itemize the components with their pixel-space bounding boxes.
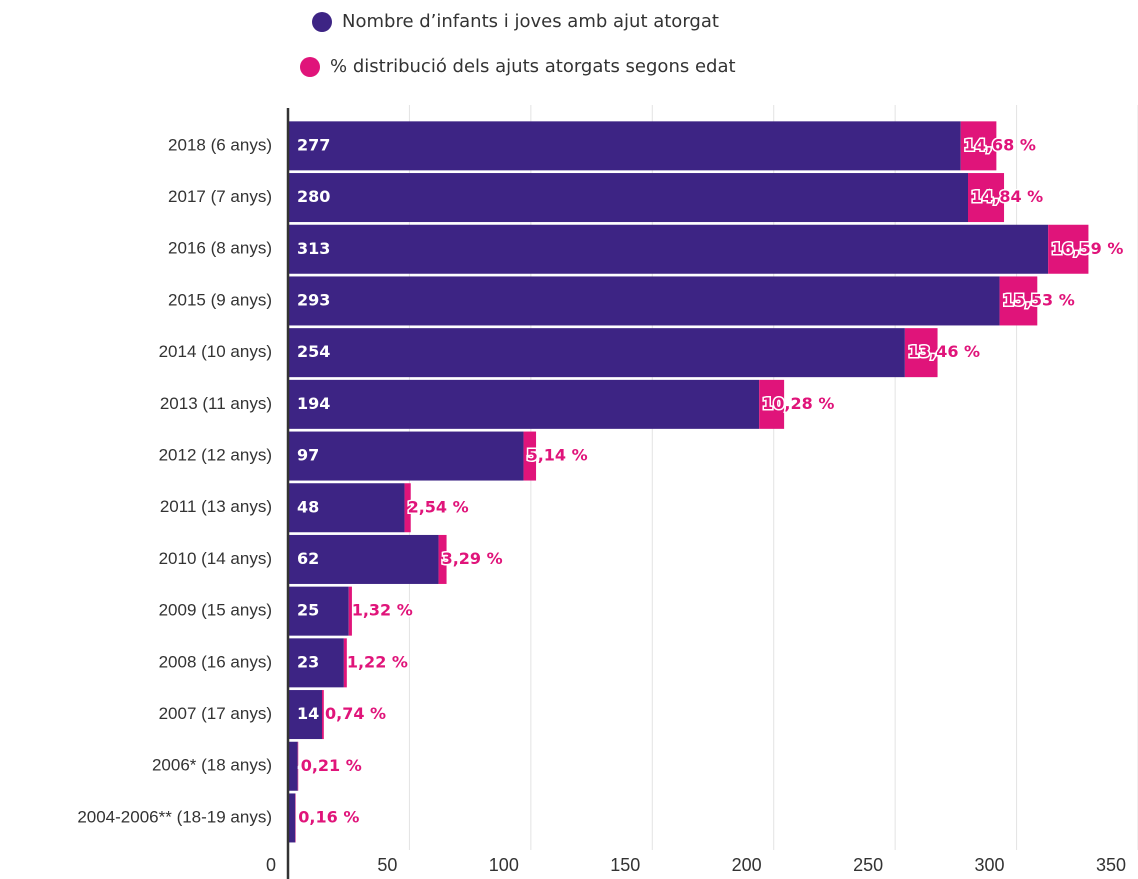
y-tick-label: 2009 (15 anys) [159, 601, 272, 620]
legend: Nombre d’infants i joves amb ajut atorga… [300, 11, 736, 77]
bar-segment [968, 173, 1005, 223]
y-tick-label: 2012 (12 anys) [159, 446, 272, 465]
x-tick-label: 0 [266, 855, 276, 875]
bar-segment [404, 483, 411, 533]
legend-swatch [300, 57, 320, 77]
data-label: 3 [297, 807, 308, 826]
bar-segment [288, 276, 1000, 326]
data-label: 5,14 % [527, 446, 588, 465]
bar-segment [288, 173, 968, 223]
x-tick-label: 50 [377, 855, 397, 875]
data-label: 1,22 % [347, 652, 408, 671]
bar-segment [348, 586, 352, 636]
bar-segment [288, 224, 1049, 274]
data-label: 0,74 % [325, 704, 386, 723]
bar-segment [999, 276, 1038, 326]
bar-segment [523, 431, 537, 481]
data-label: 280 [297, 187, 330, 206]
data-label: 313 [297, 239, 330, 258]
data-label: 48 [297, 497, 319, 516]
bar-segment [904, 328, 938, 378]
data-label: 0,16 % [298, 807, 359, 826]
data-label: 254 [297, 342, 330, 361]
y-tick-label: 2018 (6 anys) [168, 135, 272, 154]
bar-segment [759, 379, 785, 429]
bar-segment [288, 638, 344, 688]
x-tick-label: 100 [489, 855, 519, 875]
y-tick-label: 2008 (16 anys) [159, 652, 272, 671]
y-tick-label: 2007 (17 anys) [159, 704, 272, 723]
data-label: 4 [297, 756, 308, 775]
bar-segment [288, 483, 405, 533]
x-tick-label: 200 [732, 855, 762, 875]
data-label: 277 [297, 135, 330, 154]
data-label: 194 [297, 394, 330, 413]
y-tick-label: 2010 (14 anys) [159, 549, 272, 568]
bar-segment [297, 741, 299, 791]
bar-segment [288, 586, 349, 636]
bar-segment [960, 121, 997, 171]
y-tick-label: 2004-2006** (18-19 anys) [77, 807, 272, 826]
data-label: 14,84 % [971, 187, 1043, 206]
bar-segment [343, 638, 347, 688]
data-label: 13,46 % [908, 342, 980, 361]
data-label: 0,21 % [301, 756, 362, 775]
bar-segment [322, 690, 324, 740]
y-tick-label: 2013 (11 anys) [160, 394, 272, 413]
bar-segment [288, 379, 760, 429]
y-tick-label: 2006* (18 anys) [152, 756, 272, 775]
legend-label: Nombre d’infants i joves amb ajut atorga… [342, 11, 719, 32]
x-tick-label: 300 [975, 855, 1005, 875]
bar-segment [288, 690, 322, 740]
data-label: 16,59 % [1051, 239, 1123, 258]
bar-segment [1048, 224, 1089, 274]
bar-segment [288, 328, 905, 378]
y-tick-label: 2014 (10 anys) [159, 342, 272, 361]
bar-segment [288, 793, 296, 843]
y-tick-label: 2016 (8 anys) [168, 239, 272, 258]
data-label: 23 [297, 652, 319, 671]
bar-segment [288, 741, 298, 791]
data-label: 14,68 % [964, 135, 1036, 154]
y-tick-label: 2017 (7 anys) [168, 187, 272, 206]
bar-segment [288, 534, 439, 584]
y-tick-label: 2015 (9 anys) [168, 290, 272, 309]
data-label: 97 [297, 446, 319, 465]
data-label: 62 [297, 549, 319, 568]
x-tick-label: 250 [853, 855, 883, 875]
bar-segment [288, 431, 524, 481]
y-tick-label: 2011 (13 anys) [160, 497, 272, 516]
bar-segment [438, 534, 447, 584]
x-tick-label: 350 [1096, 855, 1126, 875]
x-tick-label: 150 [610, 855, 640, 875]
data-label: 3,29 % [442, 549, 503, 568]
data-label: 25 [297, 601, 319, 620]
data-label: 2,54 % [408, 497, 469, 516]
data-label: 293 [297, 290, 330, 309]
legend-swatch [312, 12, 332, 32]
bar-segment [288, 121, 961, 171]
data-label: 10,28 % [762, 394, 834, 413]
data-label: 14 [297, 704, 319, 723]
data-label: 1,32 % [352, 601, 413, 620]
data-label: 15,53 % [1003, 290, 1075, 309]
legend-label: % distribució dels ajuts atorgats segons… [330, 56, 736, 77]
